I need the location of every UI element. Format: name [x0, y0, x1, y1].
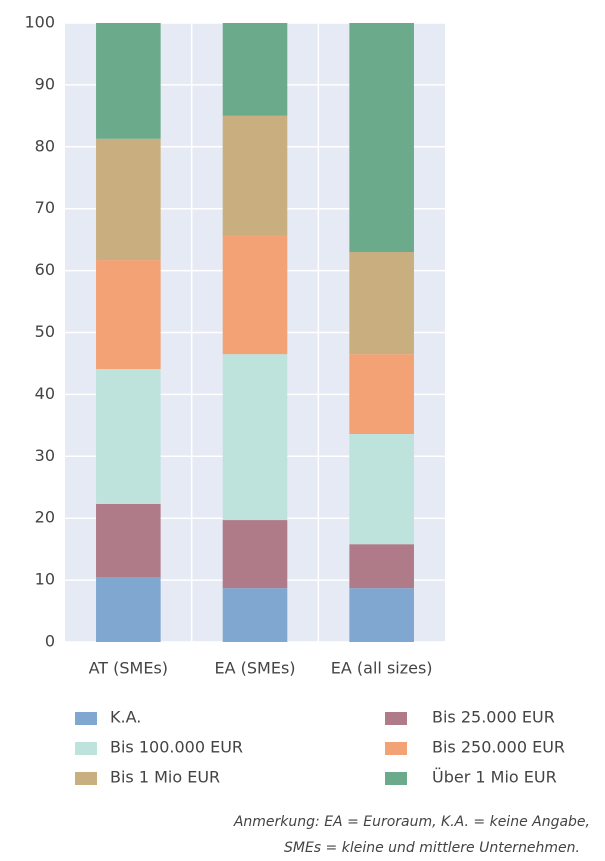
bar-segment [349, 544, 414, 589]
bar-segment [96, 23, 161, 139]
y-tick-label: 50 [35, 322, 55, 341]
note-line: SMEs = kleine und mittlere Unternehmen. [284, 840, 580, 856]
legend-label: K.A. [110, 708, 141, 727]
bar-segment [349, 588, 414, 642]
legend-swatch [385, 742, 407, 755]
bar-segment [349, 252, 414, 355]
y-tick-label: 80 [35, 136, 55, 155]
bar-segment [96, 503, 161, 578]
y-tick-label: 40 [35, 384, 55, 403]
bar-segment [222, 235, 288, 355]
bar-segment [96, 369, 161, 504]
bar-segment [222, 588, 288, 642]
legend-swatch [385, 772, 407, 785]
x-tick-label: EA (SMEs) [214, 659, 295, 678]
legend-swatch [75, 772, 97, 785]
bar-segment [222, 115, 288, 236]
legend-label: Bis 1 Mio EUR [110, 768, 220, 787]
x-tick-label: EA (all sizes) [331, 659, 433, 678]
y-tick-label: 60 [35, 260, 55, 279]
x-tick-label: AT (SMEs) [89, 659, 168, 678]
legend-swatch [75, 712, 97, 725]
y-tick-label: 0 [45, 632, 55, 651]
y-tick-label: 100 [24, 13, 55, 32]
legend-swatch [385, 712, 407, 725]
legend-label: Bis 100.000 EUR [110, 738, 243, 757]
bar-segment [96, 577, 161, 642]
bar-segment [222, 354, 288, 521]
legend-label: Bis 25.000 EUR [432, 708, 555, 727]
bar-segment [349, 354, 414, 435]
bar-segment [349, 23, 414, 253]
bar-segment [96, 260, 161, 370]
y-tick-label: 20 [35, 508, 55, 527]
bar-segment [222, 23, 288, 116]
legend-swatch [75, 742, 97, 755]
bar-segment [349, 434, 414, 545]
y-tick-label: 30 [35, 446, 55, 465]
y-tick-label: 90 [35, 74, 55, 93]
bar-segment [222, 520, 288, 589]
y-tick-label: 70 [35, 198, 55, 217]
y-tick-label: 10 [35, 570, 55, 589]
legend-label: Bis 250.000 EUR [432, 738, 565, 757]
bar-segment [96, 138, 161, 261]
legend-label: Über 1 Mio EUR [432, 768, 557, 787]
note-line: Anmerkung: EA = Euroraum, K.A. = keine A… [233, 814, 590, 830]
